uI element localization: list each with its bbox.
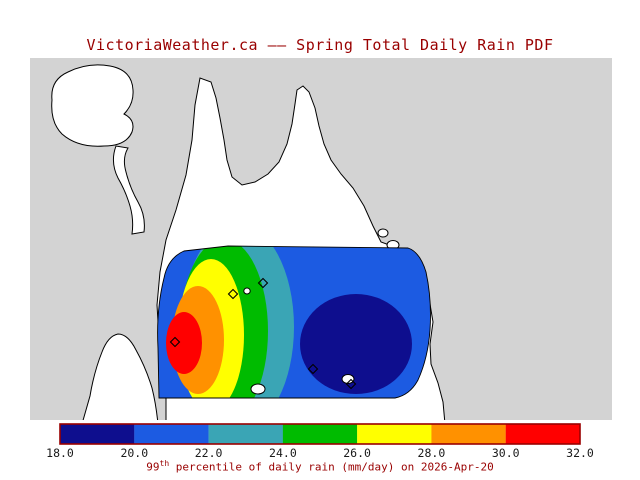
- colorbar-tick: 20.0: [120, 446, 148, 460]
- colorbar-cell: [505, 424, 581, 444]
- colorbar-cell: [431, 424, 506, 444]
- caption: 99th percentile of daily rain (mm/day) o…: [0, 459, 640, 474]
- colorbar-cell: [357, 424, 432, 444]
- lagoon: [250, 383, 266, 395]
- colorbar-border: [59, 423, 581, 445]
- lake: [243, 287, 251, 295]
- station-marker: [169, 336, 181, 348]
- colorbar-tick: 26.0: [343, 446, 371, 460]
- bay: [341, 374, 355, 384]
- map-canvas: [30, 58, 612, 420]
- colorbar-cell: [60, 424, 135, 444]
- land-bottom-left: [82, 333, 159, 420]
- colorbar-tick: 28.0: [418, 446, 446, 460]
- contour-red-30-32: [166, 312, 202, 374]
- station-marker: [345, 378, 357, 390]
- colorbar-tick: 18.0: [46, 446, 74, 460]
- domain-coastline: [157, 245, 431, 399]
- island: [377, 228, 389, 238]
- station-marker: [307, 363, 319, 375]
- contour-navy-18-20: [300, 294, 412, 394]
- caption-superscript: th: [159, 459, 170, 468]
- plot-title: VictoriaWeather.ca —— Spring Total Daily…: [86, 36, 554, 54]
- caption-text: percentile of daily rain (mm/day) on 202…: [169, 460, 494, 474]
- colorbar-cell: [134, 424, 209, 444]
- colorbar-tick: 24.0: [269, 446, 297, 460]
- land-top-left: [51, 64, 134, 147]
- colorbar-cell: [282, 424, 358, 444]
- station-marker: [257, 277, 269, 289]
- station-markers: [169, 277, 357, 390]
- colorbar-cell: [208, 424, 283, 444]
- colorbar-tick: 30.0: [492, 446, 520, 460]
- rain-contours: [157, 246, 431, 398]
- inlet-channel: [112, 145, 145, 235]
- caption-number: 99: [146, 460, 160, 474]
- colorbar: 18.0 20.0 22.0 24.0 26.0 28.0 30.0 32.0: [46, 423, 594, 460]
- colorbar-tick: 22.0: [195, 446, 223, 460]
- station-marker: [227, 288, 239, 300]
- colorbar-tick: 32.0: [566, 446, 594, 460]
